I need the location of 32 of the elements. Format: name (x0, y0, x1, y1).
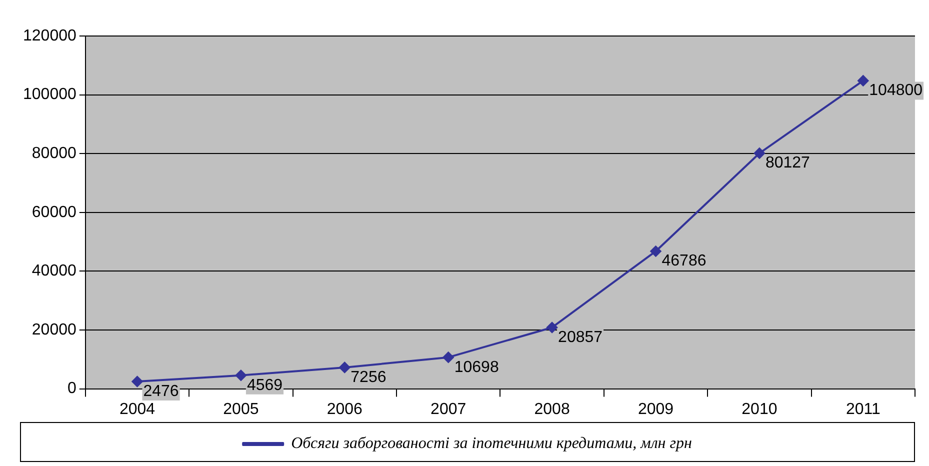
point (442, 352, 454, 363)
x-tick-label: 2008 (534, 400, 570, 418)
y-tick-label: 120000 (23, 27, 76, 44)
x-tick-label: 2007 (430, 400, 466, 418)
data-label: 20857 (558, 328, 603, 346)
point (339, 362, 350, 373)
y-tick-label: 0 (67, 380, 76, 398)
x-tick-label: 2010 (742, 400, 778, 418)
point (754, 148, 765, 159)
y-tick-label: 20000 (32, 321, 76, 338)
y-tick-label: 40000 (32, 262, 76, 280)
y-tick-label: 80000 (32, 145, 76, 162)
point (235, 370, 246, 381)
x-tick-label: 2011 (846, 400, 880, 418)
x-tick-label: 2005 (223, 400, 259, 418)
data-label: 2476 (143, 382, 179, 400)
point (546, 322, 558, 333)
data-label: 4569 (246, 376, 283, 394)
data-label: 7256 (350, 368, 386, 386)
y-tick-label: 100000 (23, 86, 76, 104)
point (132, 376, 143, 388)
point (858, 75, 869, 86)
point (650, 246, 662, 257)
x-tick-label: 2009 (638, 400, 674, 418)
y-tick-label: 60000 (32, 204, 76, 221)
data-label: 46786 (662, 252, 706, 270)
legend-label: Обсяги заборгованості за іпотечними кредитами, млн грн (291, 435, 692, 452)
x-tick-label: 2006 (326, 400, 363, 418)
data-label: 10698 (454, 358, 499, 376)
data-label: 104800 (869, 82, 923, 100)
x-tick-label: 2004 (119, 400, 156, 418)
data-label: 80127 (765, 154, 810, 172)
